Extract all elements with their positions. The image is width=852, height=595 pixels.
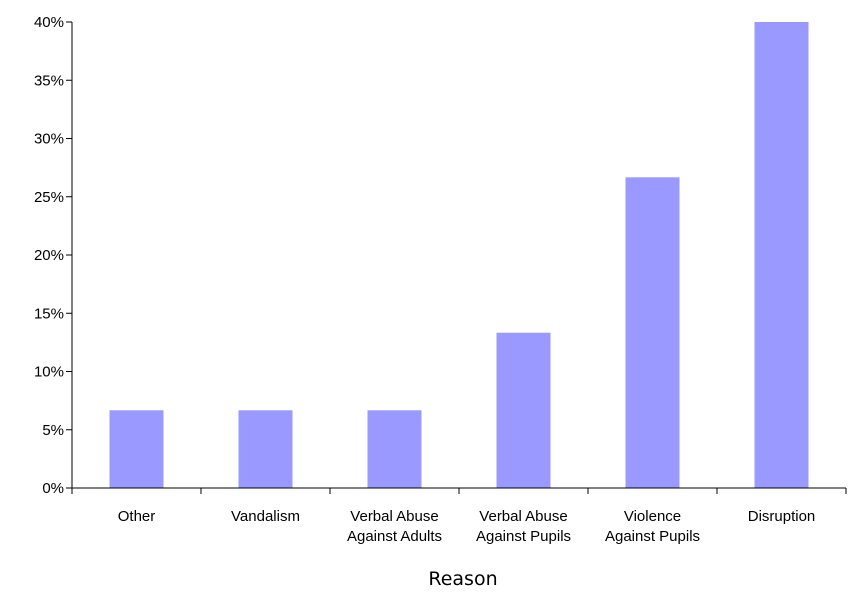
bar	[496, 332, 551, 488]
x-tick-label: Disruption	[748, 508, 816, 525]
bars	[109, 22, 809, 488]
y-axis-ticks	[66, 21, 72, 489]
x-tick-label-line: Against Pupils	[605, 528, 700, 545]
x-axis-title: Reason	[428, 568, 497, 590]
x-tick-labels: Other Vandalism Verbal Abuse Against Adults…	[118, 508, 816, 545]
x-tick-label: Verbal Abuse Against Adults	[347, 508, 442, 545]
bar	[625, 177, 680, 488]
x-axis-ticks	[71, 488, 847, 494]
x-tick-label-line: Vandalism	[231, 508, 300, 525]
y-tick-labels: 0% 5% 10% 15% 20% 25% 30% 35% 40%	[34, 14, 64, 497]
bar	[109, 410, 164, 488]
x-tick-label-line: Other	[118, 508, 156, 525]
y-tick-label: 35%	[34, 72, 64, 89]
x-tick-label: Verbal Abuse Against Pupils	[476, 508, 571, 545]
y-tick-label: 0%	[42, 480, 64, 497]
y-tick-label: 20%	[34, 247, 64, 264]
bar	[754, 22, 809, 488]
x-tick-label-line: Against Pupils	[476, 528, 571, 545]
x-tick-label: Violence Against Pupils	[605, 508, 700, 545]
x-tick-label-line: Violence	[624, 508, 681, 525]
y-tick-label: 15%	[34, 305, 64, 322]
bar	[238, 410, 293, 488]
y-tick-label: 30%	[34, 131, 64, 148]
x-tick-label-line: Against Adults	[347, 528, 442, 545]
y-tick-label: 40%	[34, 14, 64, 31]
x-tick-label-line: Verbal Abuse	[479, 508, 567, 525]
x-tick-label-line: Verbal Abuse	[350, 508, 438, 525]
y-tick-label: 5%	[42, 422, 64, 439]
y-tick-label: 10%	[34, 364, 64, 381]
bar	[367, 410, 422, 488]
x-tick-label: Other	[118, 508, 156, 525]
y-tick-label: 25%	[34, 189, 64, 206]
x-tick-label: Vandalism	[231, 508, 300, 525]
x-tick-label-line: Disruption	[748, 508, 816, 525]
